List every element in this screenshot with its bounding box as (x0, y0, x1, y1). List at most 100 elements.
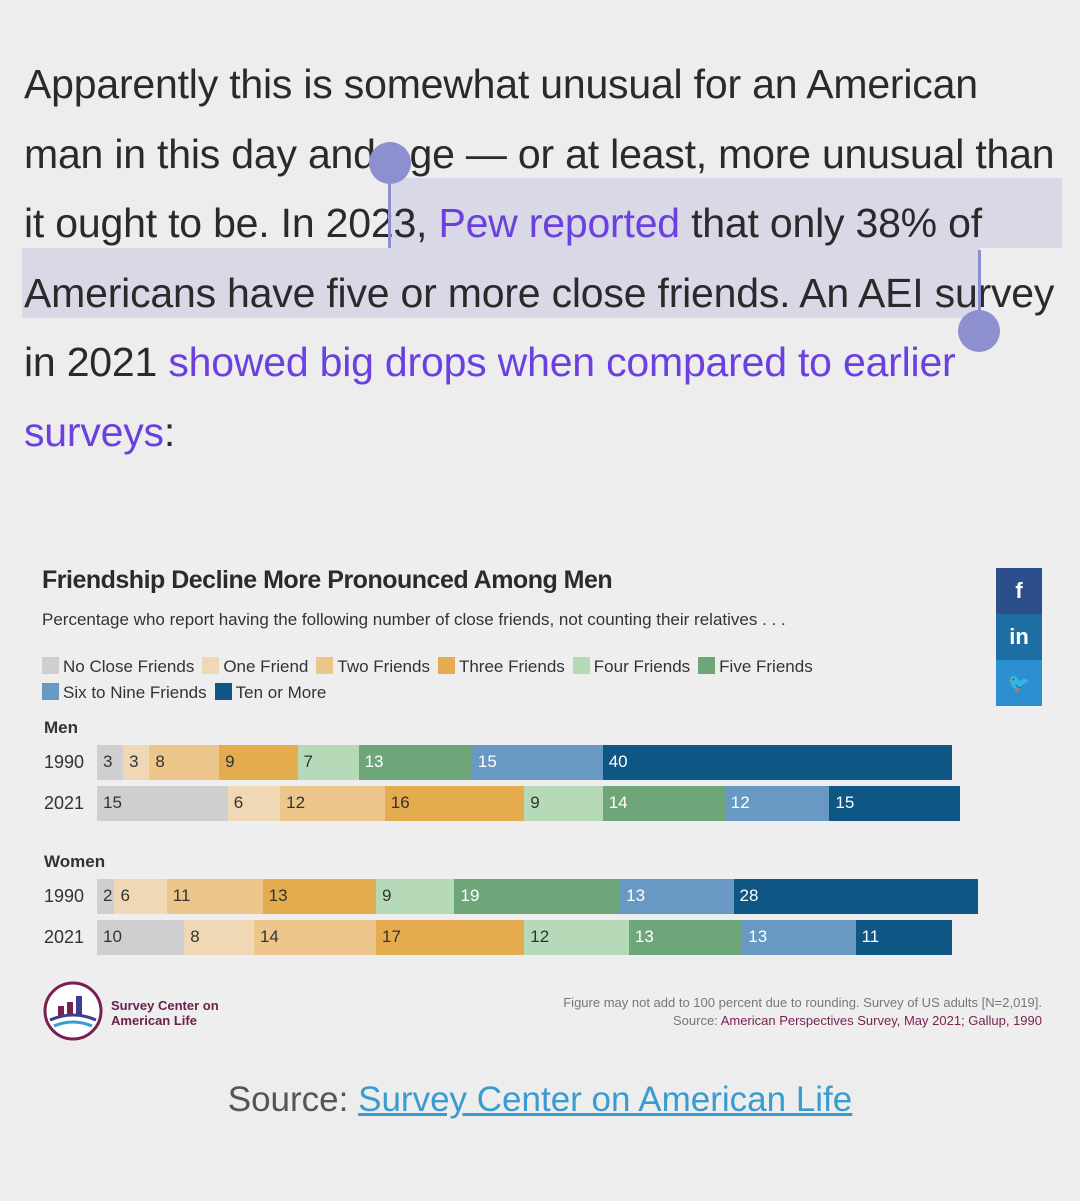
selection-start-handle-knob[interactable] (369, 142, 411, 184)
data-label: 12 (286, 793, 306, 812)
data-label: 10 (103, 927, 122, 946)
article-text: Apparently this is somewhat unusual for … (24, 61, 1055, 246)
bar-segment: 9 (524, 786, 603, 821)
selection-start-handle[interactable] (388, 160, 391, 248)
bar-segment: 10 (97, 920, 185, 955)
data-label: 6 (120, 886, 130, 905)
bar-segment: 9 (376, 879, 455, 914)
data-label: 15 (477, 752, 497, 771)
org-name: Survey Center on American Life (111, 998, 219, 1028)
legend-label: Five Friends (719, 657, 813, 676)
social-share-bar: f in 🐦 (996, 568, 1042, 706)
chart-title: Friendship Decline More Pronounced Among… (42, 566, 613, 594)
article-paragraph: Apparently this is somewhat unusual for … (24, 50, 1064, 467)
article-text: that only 38% of Americans have five or … (24, 200, 1055, 385)
bar-segment: 11 (855, 920, 952, 955)
data-label: 13 (748, 927, 768, 946)
data-label: 12 (730, 793, 750, 812)
data-label: 13 (268, 886, 288, 905)
legend-item: Four Friends (572, 654, 690, 680)
source-link[interactable]: Survey Center on American Life (358, 1080, 853, 1119)
data-label: 17 (382, 927, 401, 946)
data-label: 13 (626, 886, 646, 905)
legend-swatch (316, 657, 334, 674)
bar-segment: 13 (620, 879, 734, 914)
pew-report-link[interactable]: Pew reported (438, 200, 680, 246)
bar-segment: 12 (524, 920, 629, 955)
legend-swatch (437, 657, 455, 674)
bar-segment: 28 (733, 879, 978, 914)
data-label: 9 (225, 752, 235, 771)
bar-segment: 3 (97, 745, 124, 780)
legend-item: No Close Friends (42, 654, 194, 680)
data-label: 3 (129, 752, 139, 771)
bar-segment: 15 (97, 786, 228, 821)
chart-legend: No Close Friends One Friend Two Friends Thr… (42, 654, 982, 706)
legend-item: Three Friends (437, 654, 565, 680)
facebook-share-icon[interactable]: f (996, 568, 1042, 614)
data-label: 19 (460, 886, 480, 905)
text-selection-highlight (388, 178, 1062, 248)
data-label: 15 (835, 793, 855, 812)
legend-item: Ten or More (214, 680, 326, 706)
twitter-share-icon[interactable]: 🐦 (996, 660, 1042, 706)
bar-segment: 13 (358, 745, 472, 780)
selection-end-handle[interactable] (978, 250, 981, 320)
linkedin-share-icon[interactable]: in (996, 614, 1042, 660)
source-line: Source: Survey Center on American Life (0, 1080, 1080, 1120)
year-label: 2021 (44, 793, 85, 813)
bar-segment: 3 (123, 745, 150, 780)
data-label: 14 (608, 793, 628, 812)
data-label: 3 (103, 752, 113, 771)
group-label: Men (44, 718, 78, 737)
data-label: 13 (364, 752, 384, 771)
legend-label: Two Friends (337, 657, 430, 676)
footnote-source-label: Source: (672, 1013, 721, 1028)
bar-segment: 16 (384, 786, 525, 821)
legend-item: One Friend (202, 654, 308, 680)
bar-segment: 8 (149, 745, 220, 780)
data-label: 8 (155, 752, 165, 771)
data-label: 9 (382, 886, 392, 905)
chart-subtitle: Percentage who report having the followi… (42, 610, 786, 629)
group-label: Women (44, 852, 106, 871)
data-label: 7 (303, 752, 313, 771)
bar-segment: 14 (253, 920, 377, 955)
data-label: 14 (259, 927, 279, 946)
data-label: 11 (172, 886, 191, 905)
bar-segment: 13 (742, 920, 856, 955)
legend-label: Three Friends (458, 657, 565, 676)
aei-survey-link[interactable]: showed big drops when compared to earlie… (24, 339, 956, 455)
legend-label: One Friend (223, 657, 309, 676)
bar-segment: 12 (724, 786, 830, 821)
data-label: 16 (390, 793, 410, 812)
year-label: 1990 (44, 752, 85, 772)
selection-end-handle-knob[interactable] (958, 310, 1000, 352)
bar-segment: 40 (602, 745, 952, 780)
legend-item: Six to Nine Friends (42, 680, 207, 706)
text-selection-highlight (22, 248, 980, 318)
bar-segment: 9 (219, 745, 298, 780)
survey-center-logo-icon (43, 981, 103, 1041)
bar-segment: 14 (602, 786, 725, 821)
bar-segment: 8 (184, 920, 254, 955)
bar-segment: 19 (454, 879, 621, 914)
bar-row: 3 3 8 9 7 13 15 40 (97, 745, 952, 780)
footnote-source-value: American Perspectives Survey, May 2021; … (720, 1013, 1042, 1028)
legend-swatch (42, 683, 59, 700)
data-label: 15 (103, 793, 122, 812)
bar-segment: 12 (280, 786, 385, 821)
bar-segment: 13 (628, 920, 743, 955)
legend-swatch (202, 657, 220, 674)
bar-segment: 13 (262, 879, 377, 914)
bar-segment: 11 (166, 879, 263, 914)
data-label: 11 (861, 927, 880, 946)
bar-segment: 15 (829, 786, 961, 821)
bar-row: 2 6 11 13 9 19 13 28 (97, 879, 978, 914)
legend-swatch (572, 657, 590, 674)
year-label: 2021 (44, 927, 85, 947)
bar-segment: 17 (376, 920, 525, 955)
legend-label: Six to Nine Friends (63, 683, 207, 702)
data-label: 9 (530, 793, 540, 812)
data-label: 6 (233, 793, 244, 812)
